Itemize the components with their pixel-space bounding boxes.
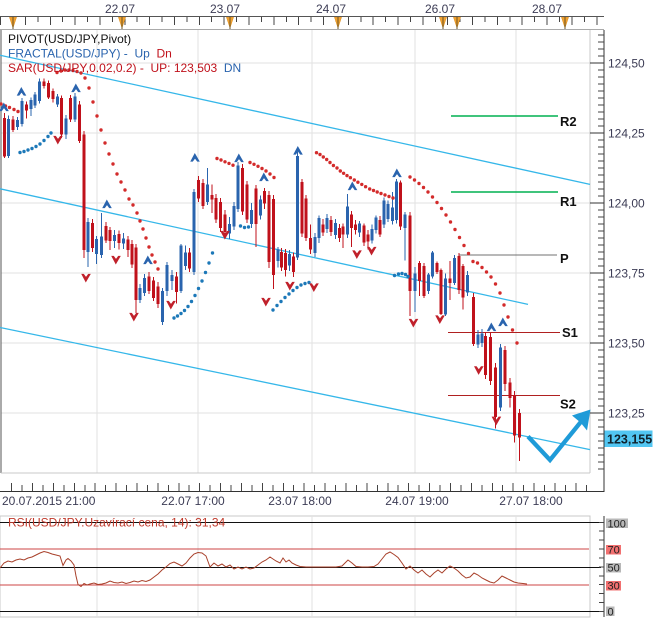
svg-text:20.07.2015 21:00: 20.07.2015 21:00 — [2, 494, 96, 508]
svg-text:30: 30 — [608, 581, 620, 593]
svg-text:22.07 17:00: 22.07 17:00 — [161, 494, 225, 508]
svg-text:24.07 19:00: 24.07 19:00 — [385, 494, 449, 508]
svg-text:124,25: 124,25 — [608, 127, 645, 141]
svg-text:123,75: 123,75 — [608, 267, 645, 281]
svg-text:23.07: 23.07 — [210, 2, 240, 16]
svg-text:123,155: 123,155 — [607, 433, 652, 447]
svg-text:22.07: 22.07 — [105, 2, 135, 16]
svg-text:S1: S1 — [562, 325, 578, 340]
svg-text:123,25: 123,25 — [608, 407, 645, 421]
svg-text:R2: R2 — [560, 114, 577, 129]
svg-text:0: 0 — [608, 606, 614, 618]
svg-text:124,50: 124,50 — [608, 57, 645, 71]
svg-text:70: 70 — [608, 545, 620, 557]
svg-text:FRACTAL(USD/JPY) - Up Dn: FRACTAL(USD/JPY) - Up Dn — [8, 47, 172, 61]
svg-text:28.07: 28.07 — [532, 2, 562, 16]
svg-text:PIVOT(USD/JPY,Pivot): PIVOT(USD/JPY,Pivot) — [8, 32, 131, 46]
svg-text:124,00: 124,00 — [608, 197, 645, 211]
svg-text:23.07 18:00: 23.07 18:00 — [268, 494, 332, 508]
svg-text:27.07 18:00: 27.07 18:00 — [499, 494, 563, 508]
svg-text:P: P — [560, 251, 569, 266]
svg-text:26.07: 26.07 — [425, 2, 455, 16]
svg-text:RSI(USD/JPY.Uzavírací cena, 14: RSI(USD/JPY.Uzavírací cena, 14): 31,34 — [8, 516, 226, 530]
svg-text:100: 100 — [608, 518, 626, 530]
svg-text:123,50: 123,50 — [608, 337, 645, 351]
svg-text:R1: R1 — [560, 194, 577, 209]
svg-text:S2: S2 — [560, 397, 576, 412]
svg-text:SAR(USD/JPY,0.02,0.2) - UP: 1: SAR(USD/JPY,0.02,0.2) - UP: 123,503 DN — [8, 61, 241, 75]
svg-text:24.07: 24.07 — [316, 2, 346, 16]
svg-text:50: 50 — [608, 563, 620, 575]
